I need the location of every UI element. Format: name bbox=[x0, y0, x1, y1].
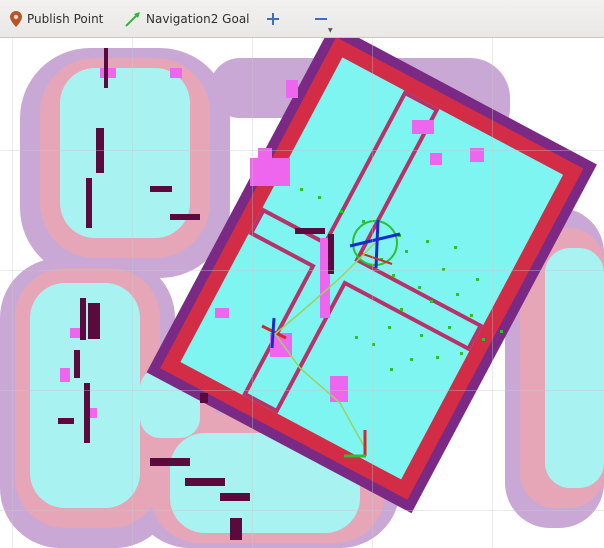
costmap-canvas bbox=[0, 38, 604, 548]
navigation2-goal-tool[interactable]: Navigation2 Goal bbox=[125, 7, 250, 31]
publish-point-tool[interactable]: Publish Point bbox=[10, 7, 103, 31]
dropdown-arrow-icon[interactable]: ▼ bbox=[328, 27, 333, 34]
zoom-out-button[interactable] bbox=[310, 7, 332, 31]
green-arrow-icon bbox=[125, 12, 140, 27]
zoom-in-button[interactable] bbox=[262, 7, 284, 31]
map-viewport[interactable] bbox=[0, 38, 604, 548]
navigation2-goal-label: Navigation2 Goal bbox=[146, 12, 250, 26]
minus-icon bbox=[315, 18, 327, 20]
plus-icon bbox=[267, 13, 279, 25]
map-marker-icon bbox=[10, 11, 22, 27]
rviz-toolbar: Publish Point Navigation2 Goal ▼ bbox=[0, 0, 604, 38]
publish-point-label: Publish Point bbox=[27, 12, 104, 26]
